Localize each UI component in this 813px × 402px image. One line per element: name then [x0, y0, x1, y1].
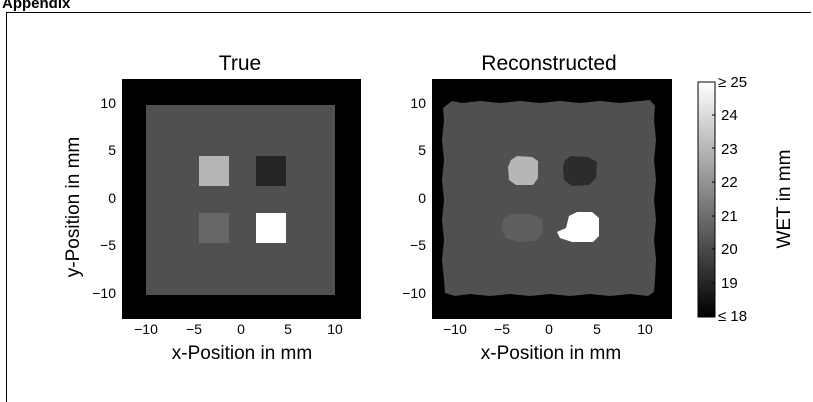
true-y-tick: 0 — [108, 190, 116, 206]
recon-phantom-background — [442, 100, 656, 296]
true-x-tick: −10 — [134, 321, 158, 337]
true-x-tick: −5 — [186, 321, 202, 337]
recon-y-tick: −10 — [402, 285, 426, 301]
true-square-upper-right — [256, 156, 286, 186]
figure-frame — [6, 12, 811, 402]
recon-square-lower-right — [557, 212, 599, 242]
colorbar-tick: 19 — [721, 275, 738, 292]
panel-title-reconstructed: Reconstructed — [481, 52, 616, 75]
true-square-upper-left — [199, 156, 229, 186]
true-square-lower-right — [256, 213, 286, 243]
recon-x-tick: −10 — [443, 321, 467, 337]
recon-y-tick: 0 — [418, 190, 426, 206]
true-y-tick: −10 — [92, 285, 116, 301]
section-heading: Appendix — [2, 0, 71, 12]
panel-title-true: True — [219, 52, 261, 75]
colorbar-tick: 22 — [721, 174, 738, 191]
recon-y-tick: 5 — [418, 142, 426, 158]
colorbar-label: WET in mm — [774, 150, 795, 249]
true-y-tick: 5 — [108, 142, 116, 158]
true-x-tick: 0 — [237, 321, 245, 337]
true-phantom-background — [146, 105, 335, 295]
recon-square-upper-right — [563, 156, 597, 186]
recon-x-tick: −5 — [494, 321, 510, 337]
colorbar-gradient — [697, 81, 716, 318]
true-x-tick: 10 — [327, 321, 343, 337]
recon-square-upper-left — [508, 156, 538, 185]
colorbar-tick: 20 — [721, 241, 738, 258]
colorbar: ≥ 25 24 23 22 21 20 19 ≤ 18 WET in mm — [697, 74, 795, 325]
true-x-axis-label: x-Position in mm — [172, 343, 312, 364]
colorbar-min-label: ≤ 18 — [718, 308, 747, 325]
colorbar-tick: 24 — [721, 107, 738, 124]
recon-y-tick: −5 — [410, 237, 426, 253]
recon-x-tick: 10 — [637, 321, 653, 337]
colorbar-max-label: ≥ 25 — [718, 74, 747, 91]
true-y-tick: 10 — [100, 95, 116, 111]
panel-true: True −10 −5 0 5 10 10 5 0 −5 −10 x-Posit… — [63, 52, 361, 364]
panel-reconstructed: Reconstructed −10 −5 0 5 10 10 5 0 −5 −1… — [402, 52, 672, 364]
true-x-tick: 5 — [284, 321, 292, 337]
true-y-tick: −5 — [100, 237, 116, 253]
recon-y-tick: 10 — [410, 95, 426, 111]
recon-x-tick: 5 — [593, 321, 601, 337]
y-axis-label: y-Position in mm — [63, 137, 84, 277]
recon-square-lower-left — [501, 214, 543, 242]
colorbar-tick: 21 — [721, 208, 738, 225]
recon-x-tick: 0 — [545, 321, 553, 337]
true-square-lower-left — [199, 213, 229, 243]
recon-x-axis-label: x-Position in mm — [481, 343, 621, 364]
colorbar-tick: 23 — [721, 141, 738, 158]
